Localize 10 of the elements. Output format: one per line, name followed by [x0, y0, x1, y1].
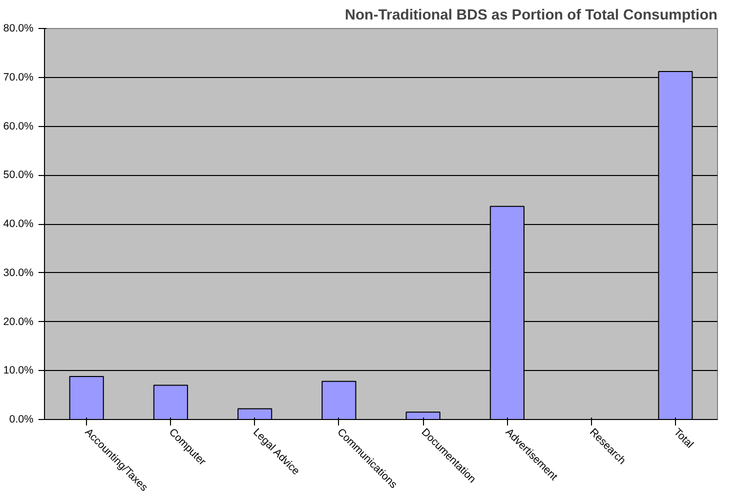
y-tick-label: 30.0% — [3, 266, 34, 279]
y-tick-label: 80.0% — [3, 22, 34, 34]
y-tick-label: 20.0% — [3, 316, 34, 328]
y-tick-label: 40.0% — [3, 218, 34, 230]
chart-title: Non-Traditional BDS as Portion of Total Consumption — [344, 8, 718, 24]
y-tick-label: 50.0% — [3, 169, 34, 182]
y-tick-label: 10.0% — [3, 364, 34, 377]
y-tick-label: 60.0% — [3, 120, 34, 132]
y-tick-label: 0.0% — [9, 414, 34, 426]
y-tick-label: 70.0% — [3, 71, 34, 84]
